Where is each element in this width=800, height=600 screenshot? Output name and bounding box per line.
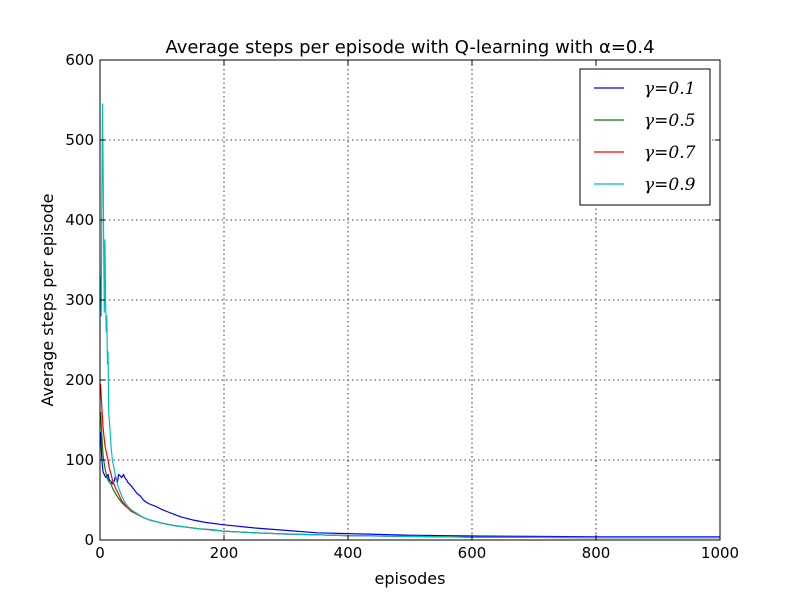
x-tick-label: 600 — [458, 544, 487, 562]
legend-label-3: γ=0.9 — [644, 175, 696, 195]
y-tick-label: 0 — [84, 531, 94, 549]
y-tick-label: 100 — [65, 451, 94, 469]
y-tick-label: 500 — [65, 131, 94, 149]
legend-label-1: γ=0.5 — [644, 111, 695, 131]
y-tick-label: 200 — [65, 371, 94, 389]
series-lines — [100, 103, 720, 539]
series-line-0 — [100, 431, 720, 538]
axis-ticks: 0 200 400 600 800 1000 0 100 200 300 400 500 600 — [65, 51, 739, 562]
legend-label-2: γ=0.7 — [644, 143, 696, 163]
y-axis-label: Average steps per episode — [38, 193, 57, 406]
y-tick-label: 400 — [65, 211, 94, 229]
legend-box — [579, 68, 711, 206]
y-tick-label: 600 — [65, 51, 94, 69]
legend-label-0: γ=0.1 — [644, 79, 695, 99]
x-tick-label: 200 — [210, 544, 239, 562]
legend: γ=0.1 γ=0.5 γ=0.7 γ=0.9 — [579, 68, 711, 206]
x-tick-label: 1000 — [701, 544, 739, 562]
series-line-3 — [100, 103, 720, 539]
x-axis-label: episodes — [375, 569, 446, 588]
y-tick-label: 300 — [65, 291, 94, 309]
x-tick-label: 800 — [582, 544, 611, 562]
chart-title: Average steps per episode with Q-learnin… — [165, 37, 654, 58]
x-tick-label: 0 — [95, 544, 105, 562]
x-tick-label: 400 — [334, 544, 363, 562]
